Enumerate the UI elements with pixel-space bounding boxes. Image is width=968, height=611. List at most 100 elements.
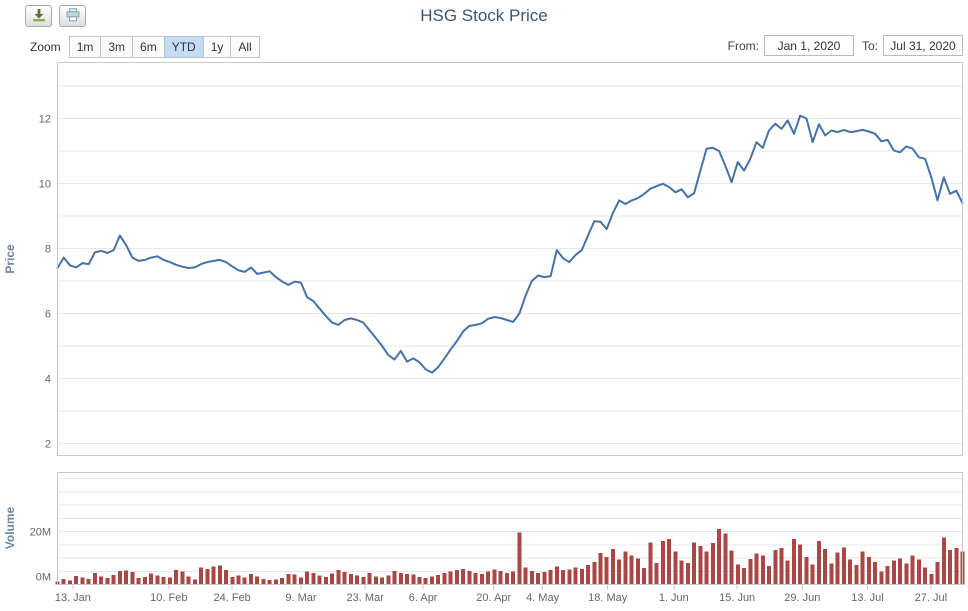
volume-bar (80, 577, 85, 585)
volume-bar (448, 571, 453, 585)
x-axis-tick-label: 10. Feb (150, 592, 187, 604)
volume-bar (816, 540, 821, 585)
volume-bar (117, 571, 122, 585)
volume-bar (205, 568, 210, 585)
x-axis-tick-label: 6. Apr (409, 592, 438, 604)
volume-bar (342, 572, 347, 585)
volume-bar (941, 537, 946, 585)
volume-bar (217, 565, 222, 585)
print-button[interactable] (59, 5, 86, 27)
volume-bar (748, 559, 753, 585)
range-button-ytd[interactable]: YTD (163, 36, 204, 58)
volume-bar (461, 568, 466, 585)
volume-bar (498, 571, 503, 585)
page-title: HSG Stock Price (420, 6, 548, 25)
volume-bar (298, 577, 303, 585)
volume-bar (305, 571, 310, 585)
volume-bar (767, 566, 771, 585)
volume-bar (948, 550, 952, 585)
volume-bar (442, 573, 447, 585)
download-icon (31, 8, 47, 25)
price-axis-tick-label: 10 (39, 179, 51, 191)
volume-bar (267, 580, 272, 585)
from-date-input[interactable] (763, 35, 854, 56)
volume-bar (86, 578, 91, 585)
volume-bar (804, 557, 809, 585)
volume-bar (142, 576, 147, 585)
volume-bar (136, 578, 141, 585)
volume-bar (261, 578, 266, 585)
volume-bar (717, 528, 722, 585)
volume-bar (704, 551, 709, 585)
price-axis-tick-label: 6 (45, 309, 51, 321)
volume-bar (280, 578, 285, 585)
volume-bar (517, 532, 522, 585)
volume-bar (467, 571, 472, 585)
export-toolbar (25, 5, 86, 27)
price-axis-tick-label: 12 (39, 114, 51, 126)
volume-bar (130, 572, 135, 585)
volume-bar (954, 547, 959, 585)
volume-bar (230, 576, 235, 585)
x-axis-tick-label: 24. Feb (214, 592, 251, 604)
volume-axis-tick-label: 20M (30, 527, 51, 539)
volume-bar (174, 570, 179, 585)
volume-bar (623, 551, 628, 585)
volume-bar (492, 569, 497, 585)
volume-bar (792, 538, 796, 585)
volume-bar (810, 564, 815, 585)
volume-bar (398, 572, 403, 585)
volume-bar (348, 574, 353, 585)
volume-bar (673, 551, 678, 585)
volume-bar (654, 562, 659, 585)
volume-bar (373, 576, 378, 585)
price-axis-title: Price (3, 244, 17, 274)
volume-bar (898, 558, 903, 585)
volume-bar (68, 580, 72, 585)
volume-bar (692, 542, 697, 585)
range-button-1y[interactable]: 1y (202, 36, 232, 58)
volume-bar (829, 563, 834, 585)
x-axis-tick-label: 13. Jul (851, 592, 883, 604)
volume-bar (454, 570, 459, 585)
volume-bar (567, 569, 572, 585)
volume-bar (592, 562, 597, 585)
range-button-6m[interactable]: 6m (132, 36, 165, 58)
volume-bar (611, 549, 615, 585)
to-date-input[interactable] (883, 35, 963, 56)
volume-bar (423, 578, 428, 585)
volume-axis-tick-label: 0M (36, 572, 51, 584)
volume-bar (885, 566, 890, 585)
x-axis-tick-label: 20. Apr (476, 592, 511, 604)
x-axis-tick-label: 1. Jun (659, 592, 689, 604)
volume-bar (529, 571, 534, 585)
x-axis-tick-label: 15. Jun (719, 592, 755, 604)
volume-bar (648, 542, 653, 585)
price-line (56, 114, 964, 374)
volume-bar (760, 555, 765, 585)
volume-bar (411, 574, 416, 585)
volume-bar (754, 553, 759, 585)
volume-bar (798, 544, 803, 585)
range-button-all[interactable]: All (230, 36, 260, 58)
volume-bar (292, 574, 297, 585)
x-axis-tick-label: 29. Jun (784, 592, 820, 604)
download-button[interactable] (25, 5, 52, 27)
price-pane-border (57, 62, 963, 456)
volume-bar (155, 575, 160, 585)
volume-bar (74, 576, 79, 585)
volume-bar (735, 564, 740, 585)
volume-bar (598, 553, 603, 585)
volume-bar (536, 572, 541, 585)
volume-bar (473, 572, 478, 585)
volume-bar (823, 549, 828, 585)
x-axis-tick-label: 27. Jul (915, 592, 947, 604)
volume-bar (785, 560, 790, 585)
volume-pane-border (57, 472, 963, 585)
volume-bar (255, 576, 260, 585)
volume-bar (224, 570, 228, 585)
volume-bar (61, 579, 66, 585)
volume-bar (161, 576, 166, 585)
